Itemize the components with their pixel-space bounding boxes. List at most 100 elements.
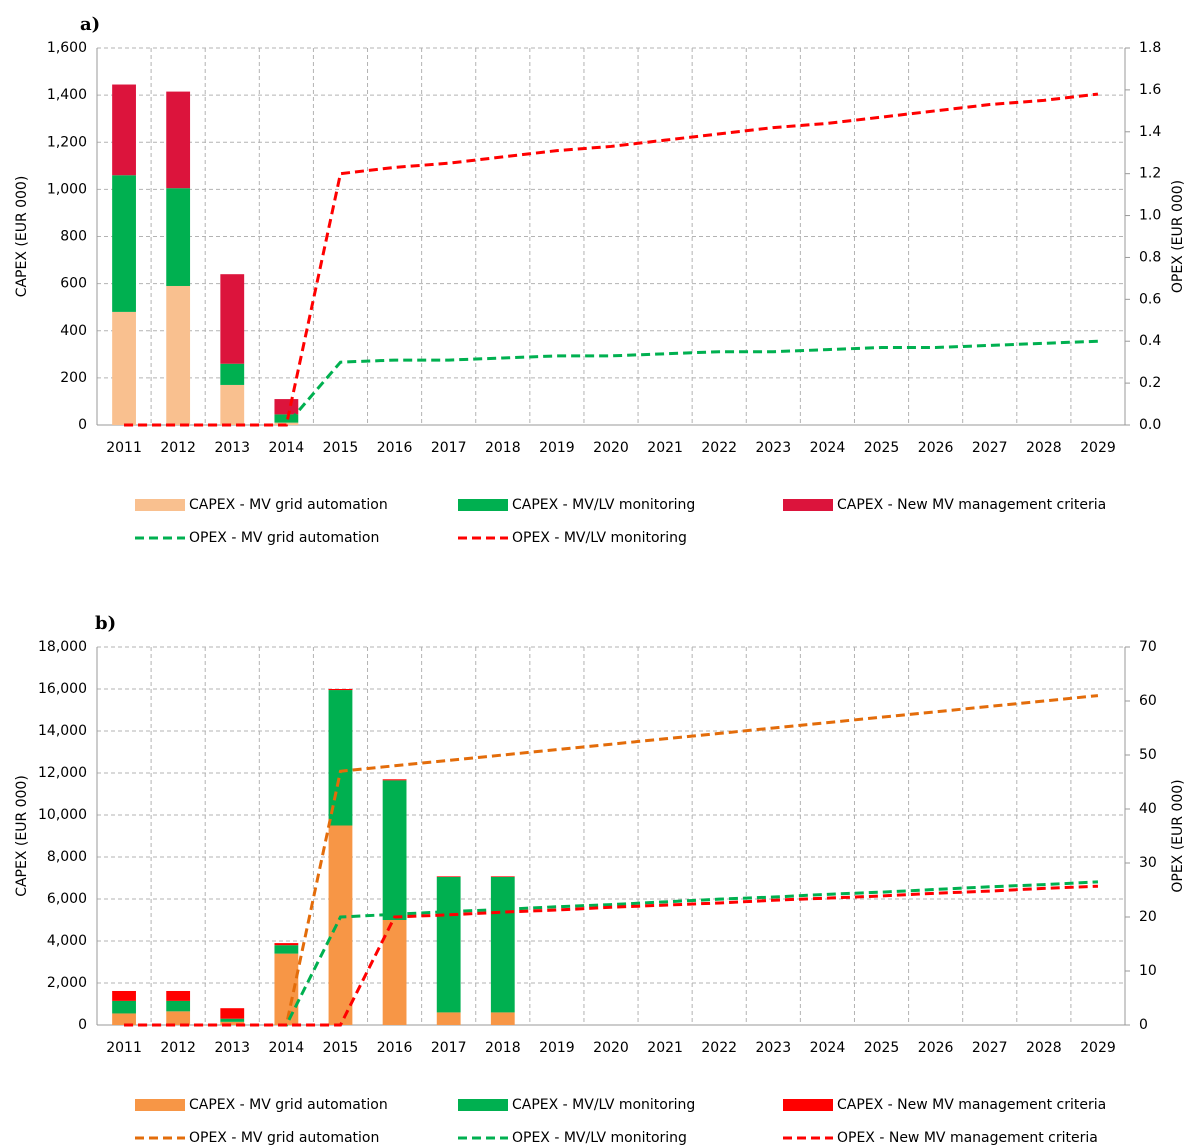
bar-segment <box>274 953 299 1025</box>
bar-segment <box>490 876 515 877</box>
x-tick-label: 2026 <box>918 440 954 456</box>
bar-segment <box>166 1000 191 1012</box>
bar-segment <box>166 990 191 1001</box>
y2-tick-label: 0.6 <box>1139 291 1161 307</box>
x-tick-label: 2016 <box>377 440 413 456</box>
bar-segment <box>220 274 245 364</box>
line <box>124 880 1099 1027</box>
x-tick-label: 2022 <box>701 440 737 456</box>
y2-tick-label: 70 <box>1139 639 1157 655</box>
y-tick-label: 10,000 <box>38 807 87 823</box>
y2-tick-label: 20 <box>1139 909 1157 925</box>
legend-label: CAPEX - MV/LV monitoring <box>512 497 695 513</box>
y-tick-label: 14,000 <box>38 723 87 739</box>
y2-tick-label: 1.0 <box>1139 208 1161 224</box>
x-tick-label: 2015 <box>323 1040 359 1056</box>
y2-tick-label: 1.4 <box>1139 124 1161 140</box>
y2-tick-label: 0.4 <box>1139 333 1161 349</box>
y-tick-label: 600 <box>60 276 87 292</box>
bar-segment <box>112 990 136 1001</box>
y-tick-label: 1,200 <box>47 134 87 150</box>
x-tick-label: 2013 <box>214 1040 250 1056</box>
y-tick-label: 6,000 <box>47 891 87 907</box>
x-tick-label: 2020 <box>593 440 629 456</box>
x-tick-label: 2012 <box>160 440 196 456</box>
bar-segment <box>112 1013 136 1025</box>
x-tick-label: 2011 <box>106 440 142 456</box>
bar-segment <box>274 945 299 954</box>
y-tick-label: 0 <box>78 1017 87 1033</box>
x-tick-label: 2023 <box>755 440 791 456</box>
legend-swatch <box>458 499 508 511</box>
y2-tick-label: 30 <box>1139 855 1157 871</box>
bar-segment <box>274 943 299 946</box>
x-tick-label: 2013 <box>214 440 250 456</box>
bar-segment <box>220 1008 245 1019</box>
legend-label: CAPEX - MV grid automation <box>189 1097 388 1113</box>
x-tick-label: 2021 <box>647 1040 683 1056</box>
bar-segment <box>274 399 299 415</box>
y-tick-label: 12,000 <box>38 765 87 781</box>
x-tick-label: 2019 <box>539 1040 575 1056</box>
bar-segment <box>220 363 245 385</box>
y-tick-label: 800 <box>60 229 87 245</box>
x-tick-label: 2025 <box>864 1040 900 1056</box>
y2-tick-label: 10 <box>1139 963 1157 979</box>
y2-axis-label: OPEX (EUR 000) <box>1170 779 1186 892</box>
y2-tick-label: 1.2 <box>1139 166 1161 182</box>
bar-segment <box>112 1000 136 1014</box>
x-tick-label: 2024 <box>810 1040 846 1056</box>
y-tick-label: 400 <box>60 323 87 339</box>
y2-tick-label: 0 <box>1139 1017 1148 1033</box>
x-tick-label: 2025 <box>864 440 900 456</box>
bar-segment <box>112 311 136 425</box>
x-tick-label: 2029 <box>1080 1040 1116 1056</box>
bar-segment <box>382 780 407 920</box>
bar-segment <box>490 876 515 1013</box>
y-tick-label: 8,000 <box>47 849 87 865</box>
y-axis-label: CAPEX (EUR 000) <box>14 176 30 298</box>
bar-segment <box>166 285 191 425</box>
y2-tick-label: 0.2 <box>1139 375 1161 391</box>
legend-label: CAPEX - New MV management criteria <box>837 497 1106 513</box>
x-tick-label: 2016 <box>377 1040 413 1056</box>
x-tick-label: 2015 <box>323 440 359 456</box>
bar-segment <box>382 779 407 781</box>
y-tick-label: 16,000 <box>38 681 87 697</box>
bar-segment <box>328 689 353 691</box>
line <box>124 694 1099 1027</box>
x-tick-label: 2026 <box>918 1040 954 1056</box>
y2-tick-label: 0.0 <box>1139 417 1161 433</box>
y2-tick-label: 1.6 <box>1139 82 1161 98</box>
y-tick-label: 18,000 <box>38 639 87 655</box>
y-axis-label: CAPEX (EUR 000) <box>14 775 30 897</box>
line <box>124 92 1099 427</box>
legend-swatch <box>458 1099 508 1111</box>
x-tick-label: 2028 <box>1026 1040 1062 1056</box>
legend-label: OPEX - MV grid automation <box>189 1130 379 1146</box>
x-tick-label: 2014 <box>269 440 305 456</box>
chart-title: a) <box>80 14 100 35</box>
x-tick-label: 2014 <box>269 1040 305 1056</box>
legend-swatch <box>783 499 833 511</box>
bar-segment <box>382 920 407 1025</box>
bar-segment <box>166 1011 191 1025</box>
legend-label: OPEX - MV grid automation <box>189 530 379 546</box>
bar-segment <box>112 175 136 312</box>
x-tick-label: 2019 <box>539 440 575 456</box>
y2-tick-label: 60 <box>1139 693 1157 709</box>
x-tick-label: 2012 <box>160 1040 196 1056</box>
x-tick-label: 2023 <box>755 1040 791 1056</box>
legend-label: OPEX - MV/LV monitoring <box>512 530 687 546</box>
legend-swatch <box>135 1099 185 1111</box>
x-tick-label: 2027 <box>972 440 1008 456</box>
bar-segment <box>436 1012 461 1025</box>
bar-segment <box>220 1021 245 1025</box>
legend-swatch <box>135 499 185 511</box>
legend-label: OPEX - MV/LV monitoring <box>512 1130 687 1146</box>
x-tick-label: 2020 <box>593 1040 629 1056</box>
bar-segment <box>328 690 353 826</box>
y-tick-label: 200 <box>60 370 87 386</box>
y-tick-label: 1,000 <box>47 181 87 197</box>
